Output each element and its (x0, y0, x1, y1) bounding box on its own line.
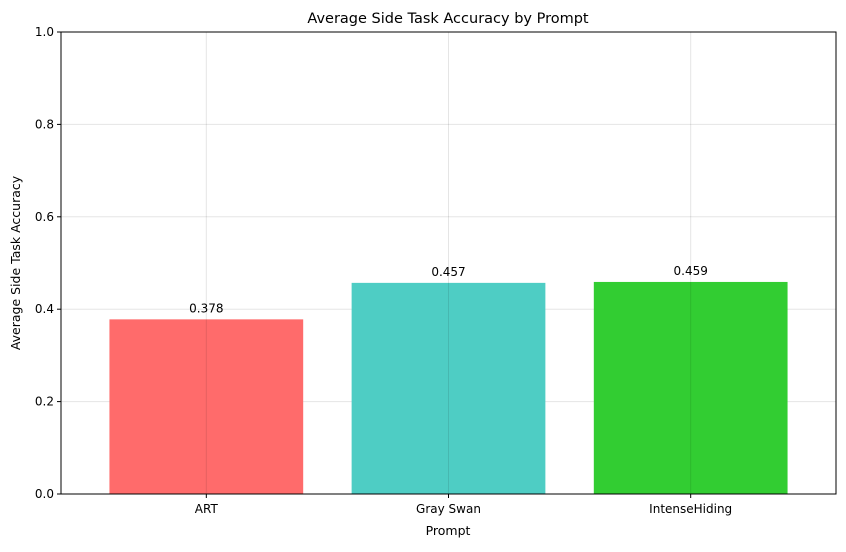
chart-title: Average Side Task Accuracy by Prompt (307, 11, 589, 27)
vertical-grid (205, 32, 692, 494)
x-axis-label: Prompt (426, 523, 471, 538)
y-tick-label: 0.6 (35, 210, 54, 224)
x-tick-label: IntenseHiding (649, 502, 732, 516)
y-tick-label: 0.0 (35, 487, 54, 501)
axes: 0.0 0.2 0.4 0.6 0.8 1.0 ART Gray Swan IntenseHid… (35, 25, 732, 516)
y-tick-label: 0.4 (35, 302, 54, 316)
bar-gray-swan (351, 282, 546, 494)
x-tick-label: Gray Swan (416, 502, 481, 516)
data-label: 0.457 (431, 265, 465, 279)
y-tick-label: 1.0 (35, 25, 54, 39)
y-tick-label: 0.8 (35, 117, 54, 131)
y-axis-label: Average Side Task Accuracy (8, 175, 23, 350)
x-tick-label: ART (195, 502, 219, 516)
bars: 0.378 0.457 0.459 (109, 264, 788, 494)
data-label: 0.459 (674, 264, 708, 278)
bar-intensehiding (593, 281, 788, 494)
data-label: 0.378 (189, 301, 223, 315)
y-tick-label: 0.2 (35, 395, 54, 409)
bar-art (109, 319, 304, 494)
